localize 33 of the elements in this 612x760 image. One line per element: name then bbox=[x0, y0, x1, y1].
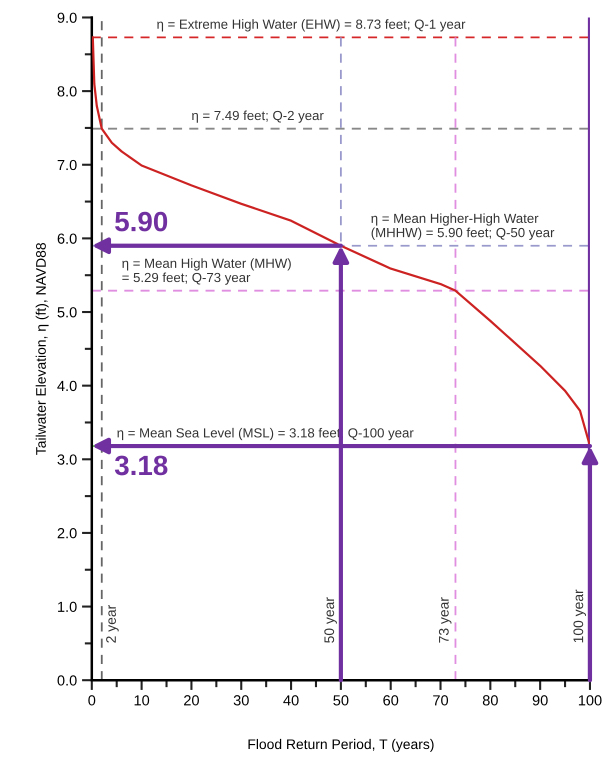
x-tick-label: 0 bbox=[88, 695, 96, 706]
y-tick-label: 3.0 bbox=[58, 454, 77, 465]
y-tick-label: 6.0 bbox=[58, 233, 77, 244]
x-tick-label: 10 bbox=[134, 695, 150, 706]
annotation: 3.18 bbox=[114, 456, 168, 476]
x-tick-label: 100 bbox=[578, 695, 602, 706]
ref-line-label: 50 year bbox=[324, 597, 337, 643]
y-tick-label: 5.0 bbox=[58, 307, 77, 318]
ref-line-label: η = Extreme High Water (EHW) = 8.73 feet; Q-1 year bbox=[157, 19, 466, 32]
x-axis-title: Flood Return Period, T (years) bbox=[248, 738, 434, 752]
x-tick-label: 80 bbox=[482, 695, 498, 706]
ref-line-label: η = Mean Higher-High Water (MHHW) = 5.90 feet; Q-50 year bbox=[371, 213, 554, 240]
ref-line-label: 100 year bbox=[573, 590, 586, 642]
y-axis-title: Tailwater Elevation, η (ft), NAVD88 bbox=[36, 243, 49, 455]
x-tick-label: 40 bbox=[283, 695, 299, 706]
x-tick-label: 20 bbox=[184, 695, 199, 706]
x-tick-label: 70 bbox=[433, 695, 448, 706]
x-tick-label: 90 bbox=[532, 695, 548, 706]
ref-line-label: 73 year bbox=[438, 597, 452, 643]
y-tick-label: 1.0 bbox=[58, 602, 77, 612]
annotation: 5.90 bbox=[115, 212, 168, 232]
x-tick-label: 60 bbox=[383, 695, 398, 706]
y-tick-label: 2.0 bbox=[58, 528, 77, 538]
y-tick-label: 8.0 bbox=[58, 86, 77, 97]
x-tick-label: 30 bbox=[234, 695, 249, 706]
ref-line-label: 2 year bbox=[106, 605, 119, 643]
y-tick-label: 0.0 bbox=[58, 675, 77, 686]
x-tick-label: 50 bbox=[333, 695, 348, 706]
y-tick-label: 7.0 bbox=[58, 160, 77, 170]
y-tick-label: 9.0 bbox=[58, 12, 77, 23]
y-tick-label: 4.0 bbox=[57, 380, 77, 392]
ref-line-label: η = Mean High Water (MHW) = 5.29 feet; Q-73 year bbox=[122, 258, 291, 285]
ref-line-label: η = 7.49 feet; Q-2 year bbox=[192, 110, 324, 123]
